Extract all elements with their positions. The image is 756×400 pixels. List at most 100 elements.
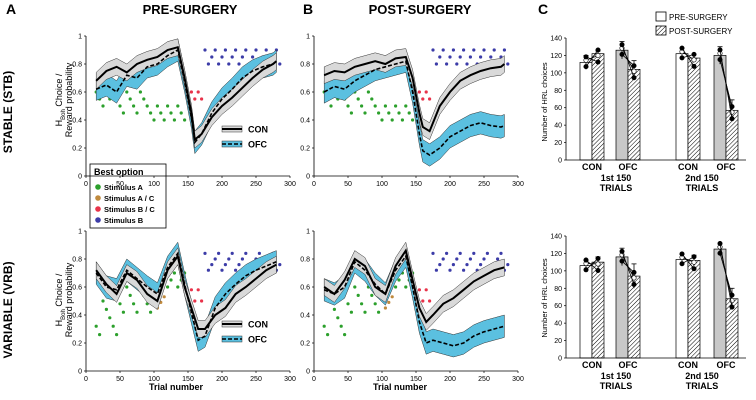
reward-prob-marker [462, 268, 466, 272]
subject-line [621, 44, 635, 78]
bar-group-label: OFC [619, 162, 638, 172]
reward-prob-marker [407, 111, 411, 115]
reward-prob-marker [196, 90, 200, 94]
bar [579, 265, 593, 359]
subject-point [583, 54, 589, 60]
legend-ofc-label: OFC [248, 140, 267, 150]
reward-prob-marker [237, 62, 241, 66]
reward-prob-marker [377, 310, 381, 314]
reward-prob-marker [336, 316, 340, 320]
reward-prob-marker [411, 118, 415, 122]
bar [591, 53, 605, 161]
reward-prob-marker [468, 55, 472, 59]
reward-prob-marker [394, 104, 398, 108]
y-tick-label: 0.2 [300, 146, 310, 153]
reward-prob-marker [465, 263, 469, 267]
legend-stimulus-b-marker [95, 217, 101, 223]
reward-prob-marker [479, 263, 483, 267]
reward-prob-marker [438, 55, 442, 59]
reward-prob-marker [455, 62, 459, 66]
bar-legend-pre-label: PRE-SURGERY [669, 13, 728, 22]
reward-prob-marker [172, 271, 176, 275]
reward-prob-marker [349, 111, 353, 115]
reward-prob-marker [356, 97, 360, 101]
bar-y-tick-label: 60 [554, 105, 562, 112]
x-tick-label: 150 [182, 376, 194, 383]
y-tick-label: 0.6 [300, 90, 310, 97]
bar-y-tick-label: 140 [550, 36, 562, 43]
reward-prob-marker [363, 111, 367, 115]
y-tick-label: 0.4 [72, 313, 82, 320]
line-panel-vrb-pre: 0 0.2 0.4 0.6 0.8 1 0 50 100 150 200 250 300 CON OFC [72, 229, 296, 384]
x-tick-label: 200 [216, 181, 228, 188]
reward-prob-marker [400, 118, 404, 122]
legend-stimulus-a-label: Stimulus A [104, 183, 143, 192]
subject-point [691, 63, 697, 69]
y-tick-label: 0.4 [300, 313, 310, 320]
x-tick-label: 250 [478, 376, 490, 383]
subject-line [621, 251, 635, 285]
x-tick-label: 150 [410, 181, 422, 188]
best-option-title: Best option [94, 167, 144, 177]
y-tick-label: 0.8 [72, 257, 82, 264]
bar-group-label: OFC [619, 360, 638, 370]
y-tick-label: 0.8 [300, 62, 310, 69]
reward-prob-marker [111, 324, 115, 328]
x-tick-label: 250 [250, 181, 262, 188]
reward-prob-marker [496, 257, 500, 261]
reward-prob-marker [149, 111, 153, 115]
reward-prob-marker [383, 104, 387, 108]
reward-prob-marker [458, 55, 462, 59]
subject-line [719, 243, 733, 308]
subject-point [619, 248, 625, 254]
bar-y-tick-label: 80 [554, 286, 562, 293]
line-panel-vrb-post: 0 0.2 0.4 0.6 0.8 1 0 50 100 150 200 250 300 [300, 229, 524, 384]
reward-prob-marker [397, 111, 401, 115]
reward-prob-marker [360, 302, 364, 306]
bar [615, 256, 629, 359]
reward-prob-marker [227, 257, 231, 261]
reward-prob-marker [213, 257, 217, 261]
reward-prob-marker [499, 251, 503, 255]
x-tick-label: 250 [478, 181, 490, 188]
reward-prob-marker [234, 268, 238, 272]
panel-letter-b: B [303, 1, 313, 17]
bar-group-label: CON [678, 360, 698, 370]
reward-prob-marker [234, 48, 238, 52]
reward-prob-marker [363, 310, 367, 314]
reward-prob-marker [329, 104, 333, 108]
bar [579, 62, 593, 161]
bar-y-tick-label: 0 [558, 158, 562, 165]
reward-prob-marker [193, 299, 197, 303]
y-tick-label: 1 [78, 229, 82, 236]
y-tick-label: 0.8 [300, 257, 310, 264]
reward-prob-marker [278, 62, 282, 66]
legend-con-label: CON [248, 125, 268, 135]
subject-point [631, 63, 637, 69]
subject-point [691, 57, 697, 63]
reward-prob-marker [431, 48, 435, 52]
reward-prob-marker [162, 118, 166, 122]
bar-y-tick-label: 40 [554, 321, 562, 328]
reward-prob-marker [104, 307, 108, 311]
reward-prob-marker [377, 111, 381, 115]
subject-point [717, 240, 723, 246]
reward-prob-marker [346, 302, 350, 306]
bar-y-tick-label: 0 [558, 356, 562, 363]
reward-prob-marker [118, 104, 122, 108]
ofc-mean-line [95, 251, 277, 342]
reward-prob-marker [431, 251, 435, 255]
reward-prob-marker [445, 251, 449, 255]
reward-prob-marker [492, 48, 496, 52]
reward-prob-marker [203, 48, 207, 52]
legend-stimulus-ac-marker [95, 195, 101, 201]
subject-point [631, 75, 637, 81]
reward-prob-marker [278, 263, 282, 267]
reward-prob-marker [353, 285, 357, 289]
ylabel-top-line2: Reward probability [64, 62, 74, 137]
reward-prob-marker [135, 111, 139, 115]
reward-prob-marker [479, 55, 483, 59]
subject-line [719, 49, 733, 119]
